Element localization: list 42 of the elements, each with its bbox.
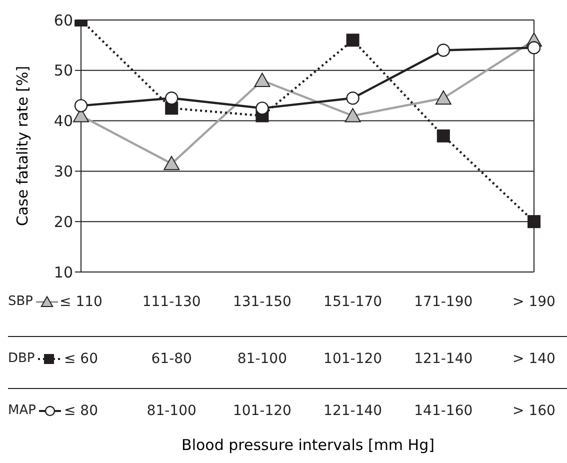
y-tick-label: 40	[54, 112, 73, 130]
legend-label: DBP	[8, 351, 35, 367]
y-tick-label: 60	[54, 11, 73, 30]
point	[164, 156, 180, 170]
x-tick-label: ≤ 110	[60, 294, 102, 310]
text: 121-140	[324, 403, 382, 419]
legend-label: SBP	[8, 294, 34, 310]
point	[436, 129, 450, 142]
text: > 160	[512, 403, 556, 419]
point	[74, 99, 88, 112]
x-tick-label: > 190	[512, 294, 556, 310]
x-tick-label: 131-150	[232, 294, 292, 310]
text: 141-160	[414, 403, 473, 419]
y-axis-title: Case fatality rate [%]	[13, 66, 32, 226]
point	[527, 41, 541, 54]
point	[165, 92, 178, 105]
text: 81-100	[146, 403, 196, 419]
text: 101-120	[232, 403, 292, 419]
point	[344, 108, 361, 122]
text: 81-100	[237, 351, 287, 367]
y-tick-label: 50	[54, 62, 73, 80]
y-tick-label: 30	[54, 162, 73, 181]
point	[346, 92, 360, 105]
point	[436, 44, 450, 57]
legend-label: MAP	[8, 403, 36, 419]
point	[254, 72, 270, 87]
point	[256, 102, 269, 115]
x-tick-label: 151-170	[324, 294, 382, 310]
point	[346, 34, 360, 47]
text: ≤ 60	[64, 351, 98, 367]
text: ≤ 80	[64, 403, 98, 419]
text: 61-80	[151, 351, 192, 367]
text: Blood pressure intervals [mm Hg]	[180, 436, 436, 454]
x-tick-label: 111-130	[142, 294, 201, 310]
point	[528, 215, 540, 228]
x-tick-label: 171-190	[414, 294, 473, 310]
y-tick-label: 10	[54, 263, 73, 282]
point	[435, 90, 452, 105]
text: 101-120	[324, 351, 382, 367]
text: > 140	[512, 351, 556, 367]
y-tick-label: 20	[54, 212, 73, 231]
text: 121-140	[414, 351, 473, 367]
